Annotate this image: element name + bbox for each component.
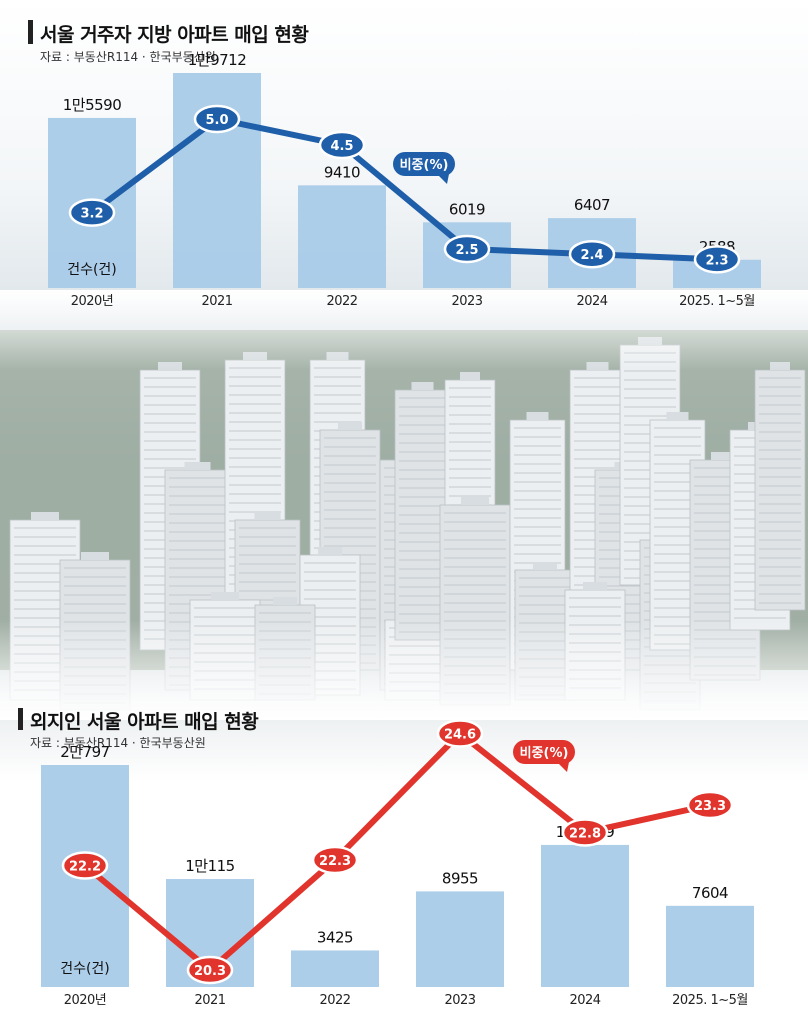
- bar-value-label: 3425: [317, 928, 353, 946]
- bar-value-label: 2만797: [60, 743, 109, 761]
- bar-value-label: 9410: [324, 163, 360, 181]
- rooftop: [411, 382, 434, 390]
- chart-1: 2만7972020년1만115202134252022895520231만330…: [41, 719, 754, 1008]
- tag-pointer: [557, 762, 569, 772]
- line-point-label: 3.2: [80, 207, 103, 222]
- line-point-4: [568, 239, 616, 269]
- line-point-label: 2.5: [455, 243, 478, 258]
- category-label: 2024: [569, 993, 600, 1008]
- line-point-5: [686, 790, 734, 820]
- rooftop: [461, 497, 489, 505]
- category-label: 2024: [576, 294, 607, 309]
- line-point-0: [61, 851, 109, 880]
- category-label: 2022: [326, 294, 357, 309]
- category-label: 2025. 1~5월: [672, 993, 748, 1008]
- line-point-label: 2.4: [580, 248, 603, 263]
- rooftop: [666, 412, 689, 420]
- bar-value-label: 1만5590: [63, 96, 122, 114]
- bar-value-label: 6019: [449, 200, 485, 218]
- line-point-label: 22.8: [569, 827, 601, 842]
- bar-value-label: 6407: [574, 196, 610, 214]
- category-label: 2023: [444, 993, 475, 1008]
- bar-value-label: 1만115: [185, 857, 234, 875]
- category-label: 2022: [319, 993, 350, 1008]
- rooftop: [318, 547, 342, 555]
- bar-4: [541, 844, 629, 987]
- line-point-label: 20.3: [194, 964, 226, 979]
- apartment-tower: [754, 369, 806, 611]
- bar-series-label: 건수(건): [67, 262, 117, 278]
- bar-5: [666, 905, 754, 987]
- bar-value-label: 1만9712: [188, 51, 247, 69]
- tag-bubble: [393, 152, 455, 176]
- rooftop: [211, 592, 239, 600]
- chart-0: 1만5590 2020년 1만9712 2021 9410 2022 6019 2023 640…: [48, 51, 761, 309]
- bar-value-label: 8955: [442, 869, 478, 887]
- category-label: 2023: [451, 294, 482, 309]
- rooftop: [273, 597, 297, 605]
- rooftop: [583, 582, 607, 590]
- title-accent-bar-bottom: [18, 708, 23, 730]
- line-point-0: [68, 198, 116, 227]
- category-label: 2021: [201, 294, 232, 309]
- line-point-4: [561, 818, 609, 847]
- category-label: 2025. 1~5월: [679, 294, 755, 309]
- line-point-label: 23.3: [694, 799, 726, 814]
- bar-series-label: 건수(건): [60, 961, 110, 977]
- rooftop: [526, 412, 549, 420]
- chart-source-top: 자료 : 부동산R114 · 한국부동산원: [40, 50, 216, 64]
- line-point-3: [436, 719, 484, 748]
- line-point-1: [186, 955, 234, 985]
- rooftop: [184, 462, 211, 470]
- category-label: 2020년: [64, 993, 107, 1008]
- rooftop: [533, 562, 557, 570]
- line-point-label: 4.5: [330, 139, 353, 154]
- line-point-2: [318, 130, 366, 160]
- category-label: 2020년: [71, 294, 114, 309]
- rooftop: [81, 552, 109, 560]
- line-point-1: [193, 104, 241, 134]
- rooftop: [338, 422, 362, 430]
- line-series-tag: 비중(%): [393, 152, 455, 184]
- bar-value-label: 7604: [692, 884, 728, 902]
- line-point-label: 2.3: [705, 253, 728, 268]
- line-point-5: [693, 245, 741, 274]
- bar-2: [298, 185, 386, 288]
- title-accent-bar-top: [28, 20, 33, 44]
- bar-2: [291, 950, 379, 987]
- rooftop: [254, 512, 281, 520]
- bar-3: [416, 891, 504, 987]
- rooftop: [711, 452, 739, 460]
- line-point-label: 24.6: [444, 728, 476, 743]
- photo-fade-top: [0, 290, 808, 370]
- rooftop: [460, 372, 480, 380]
- tag-pointer: [437, 174, 449, 184]
- chart-title-top: 서울 거주자 지방 아파트 매입 현황: [40, 24, 309, 46]
- line-point-label: 5.0: [205, 113, 228, 128]
- line-series-label: 비중(%): [520, 746, 569, 761]
- line-point-label: 22.2: [69, 860, 101, 875]
- rooftop: [31, 512, 59, 520]
- line-point-2: [311, 845, 359, 875]
- line-series-label: 비중(%): [400, 158, 449, 173]
- chart-title-bottom: 외지인 서울 아파트 매입 현황: [30, 711, 259, 733]
- photo-fade-bottom: [0, 620, 808, 720]
- category-label: 2021: [194, 993, 225, 1008]
- line-point-label: 22.3: [319, 854, 351, 869]
- tag-bubble: [513, 740, 575, 764]
- line-series-tag: 비중(%): [513, 740, 575, 772]
- chart-source-bottom: 자료 : 부동산R114 · 한국부동산원: [30, 736, 206, 750]
- line-point-3: [443, 234, 491, 264]
